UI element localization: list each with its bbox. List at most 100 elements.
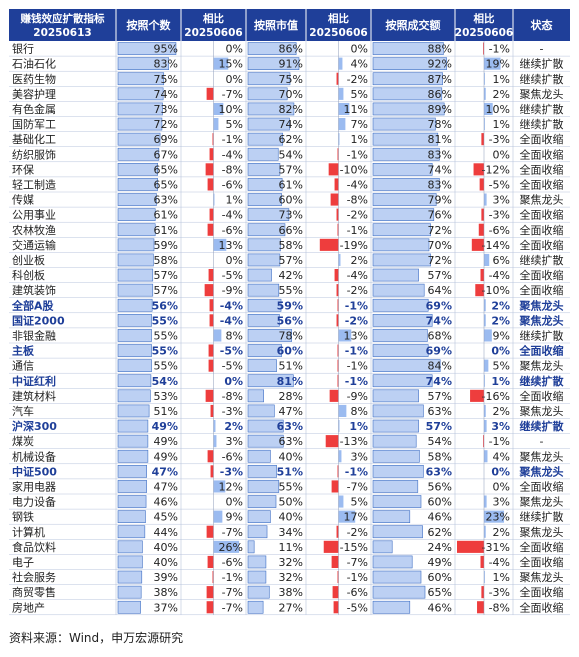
turnover-change-label: 19% bbox=[486, 58, 510, 71]
count-label: 65% bbox=[154, 163, 178, 176]
mktcap-change-bar bbox=[337, 465, 339, 478]
turnover-change-bar bbox=[484, 420, 487, 433]
row-name: 家用电器 bbox=[12, 480, 56, 494]
row-status: 继续扩散 bbox=[520, 374, 565, 388]
turnover-change-label: 2% bbox=[493, 405, 510, 418]
count-change-bar bbox=[206, 586, 214, 599]
count-change-bar bbox=[213, 118, 219, 131]
row-name: 纺织服饰 bbox=[12, 147, 56, 161]
mktcap-change-label: 8% bbox=[351, 405, 368, 418]
row-status: 全面收缩 bbox=[520, 540, 564, 554]
turnover-change-label: -4% bbox=[489, 269, 510, 282]
turnover-bar bbox=[372, 495, 422, 508]
mktcap-change-label: -2% bbox=[347, 73, 368, 86]
turnover-bar bbox=[372, 600, 411, 614]
count-label: 56% bbox=[152, 299, 178, 312]
mktcap-change-label: 17% bbox=[344, 511, 368, 524]
count-change-label: 5% bbox=[226, 118, 243, 131]
mktcap-label: 57% bbox=[279, 163, 303, 176]
count-change-bar bbox=[213, 238, 227, 251]
row-status: 全面收缩 bbox=[520, 555, 564, 569]
count-label: 69% bbox=[154, 133, 178, 146]
mktcap-change-bar bbox=[337, 223, 339, 236]
count-change-bar bbox=[208, 344, 214, 357]
table-row: 汽车 51% 47% 63% -3% 8% 2% 聚焦龙头 bbox=[9, 404, 570, 419]
mktcap-change-label: 2% bbox=[351, 254, 368, 267]
turnover-change-bar bbox=[484, 253, 490, 266]
turnover-change-label: 1% bbox=[493, 73, 510, 86]
turnover-bar bbox=[372, 525, 423, 539]
header-compare-turnover: 相比 20250606 bbox=[455, 12, 513, 39]
count-change-bar bbox=[213, 193, 215, 206]
mktcap-bar bbox=[247, 132, 284, 146]
row-status: 聚焦龙头 bbox=[520, 571, 564, 584]
turnover-label: 62% bbox=[428, 526, 452, 539]
mktcap-change-label: 1% bbox=[349, 420, 368, 433]
turnover-change-bar bbox=[484, 374, 485, 387]
table-row: 科创板 57% 42% 57% -5% -4% -4% 全面收缩 bbox=[9, 268, 570, 283]
count-bar bbox=[117, 434, 149, 448]
count-change-bar bbox=[213, 57, 229, 70]
mktcap-label: 63% bbox=[277, 420, 303, 433]
count-change-label: -1% bbox=[222, 571, 243, 584]
mktcap-change-label: -2% bbox=[347, 526, 368, 539]
svg-text:按照个数: 按照个数 bbox=[127, 18, 172, 32]
count-label: 40% bbox=[154, 541, 178, 554]
mktcap-change-bar bbox=[338, 329, 352, 342]
mktcap-change-label: -15% bbox=[340, 541, 368, 554]
count-change-label: 13% bbox=[219, 239, 243, 252]
count-bar bbox=[117, 404, 150, 418]
turnover-change-bar bbox=[479, 178, 484, 191]
table-row: 建筑装饰 57% 55% 64% -9% -2% -10% 全面收缩 bbox=[9, 283, 570, 298]
turnover-bar bbox=[372, 419, 419, 433]
turnover-change-label: 3% bbox=[491, 420, 510, 433]
count-label: 95% bbox=[154, 43, 178, 56]
turnover-label: 74% bbox=[426, 314, 452, 327]
mktcap-change-bar bbox=[334, 269, 339, 282]
count-bar bbox=[117, 329, 152, 342]
mktcap-label: 86% bbox=[279, 43, 303, 56]
mktcap-change-label: -1% bbox=[347, 360, 368, 373]
turnover-change-bar bbox=[481, 208, 484, 221]
count-label: 49% bbox=[154, 435, 178, 448]
mktcap-bar bbox=[247, 208, 290, 222]
turnover-change-bar bbox=[470, 389, 484, 402]
svg-text:按照成交额: 按照成交额 bbox=[386, 18, 441, 32]
mktcap-label: 40% bbox=[279, 450, 303, 463]
turnover-label: 60% bbox=[428, 571, 452, 584]
mktcap-bar bbox=[247, 570, 267, 584]
count-change-label: -5% bbox=[222, 269, 243, 282]
mktcap-label: 61% bbox=[279, 179, 303, 192]
mktcap-change-bar bbox=[329, 389, 339, 402]
row-status: 继续扩散 bbox=[520, 57, 564, 71]
table-row: 全部A股 56% 59% 69% -4% -1% 2% 聚焦龙头 bbox=[9, 298, 570, 314]
svg-text:相比: 相比 bbox=[328, 12, 349, 25]
turnover-bar bbox=[372, 117, 436, 131]
count-change-bar bbox=[213, 420, 216, 433]
turnover-label: 63% bbox=[428, 405, 452, 418]
count-bar bbox=[117, 495, 147, 508]
row-status: 全面收缩 bbox=[520, 147, 564, 161]
mktcap-change-label: -4% bbox=[347, 179, 368, 192]
turnover-change-bar bbox=[478, 223, 484, 236]
mktcap-bar bbox=[247, 72, 291, 86]
count-change-label: 0% bbox=[226, 43, 243, 56]
turnover-change-label: 4% bbox=[493, 450, 510, 463]
mktcap-change-label: -2% bbox=[347, 284, 368, 297]
turnover-change-bar bbox=[484, 359, 489, 372]
mktcap-bar bbox=[247, 449, 271, 463]
table-row: 环保 65% 57% 74% -8% -10% -12% 全面收缩 bbox=[9, 162, 570, 178]
row-name: 建筑材料 bbox=[12, 389, 56, 403]
row-name: 社会服务 bbox=[12, 570, 56, 584]
mktcap-change-bar bbox=[332, 586, 339, 599]
count-change-label: -4% bbox=[220, 299, 243, 312]
count-label: 73% bbox=[154, 103, 178, 116]
mktcap-change-label: 5% bbox=[351, 88, 368, 101]
table-row: 计算机 44% 34% 62% -7% -2% 2% 聚焦龙头 bbox=[9, 525, 570, 540]
count-change-label: 3% bbox=[226, 435, 243, 448]
count-change-bar bbox=[204, 284, 214, 297]
table-row: 医药生物 75% 75% 87% 0% -2% 1% 继续扩散 bbox=[9, 72, 570, 87]
count-bar bbox=[117, 208, 156, 222]
turnover-label: 57% bbox=[428, 390, 452, 403]
turnover-label: 78% bbox=[428, 118, 452, 131]
